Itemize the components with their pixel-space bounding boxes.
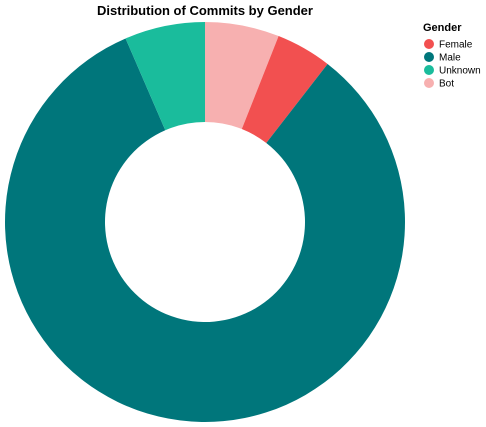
legend-swatch-female <box>424 39 434 49</box>
donut-slices <box>4 22 405 423</box>
legend-items: Female Male Unknown Bot <box>424 39 481 90</box>
legend-swatch-bot <box>424 78 434 88</box>
legend-label-unknown: Unknown <box>439 66 481 77</box>
legend-swatch-unknown <box>424 65 434 75</box>
slice-male <box>4 38 405 423</box>
chart-title: Distribution of Commits by Gender <box>97 3 313 18</box>
legend: Gender Female Male Unknown Bot <box>423 22 481 90</box>
slice-bot <box>205 22 279 130</box>
legend-label-female: Female <box>439 40 473 51</box>
slice-female <box>241 36 328 143</box>
slice-unknown <box>125 22 205 131</box>
legend-swatch-male <box>424 52 434 62</box>
legend-label-male: Male <box>439 53 461 64</box>
legend-label-bot: Bot <box>439 79 454 90</box>
legend-title: Gender <box>423 22 462 34</box>
